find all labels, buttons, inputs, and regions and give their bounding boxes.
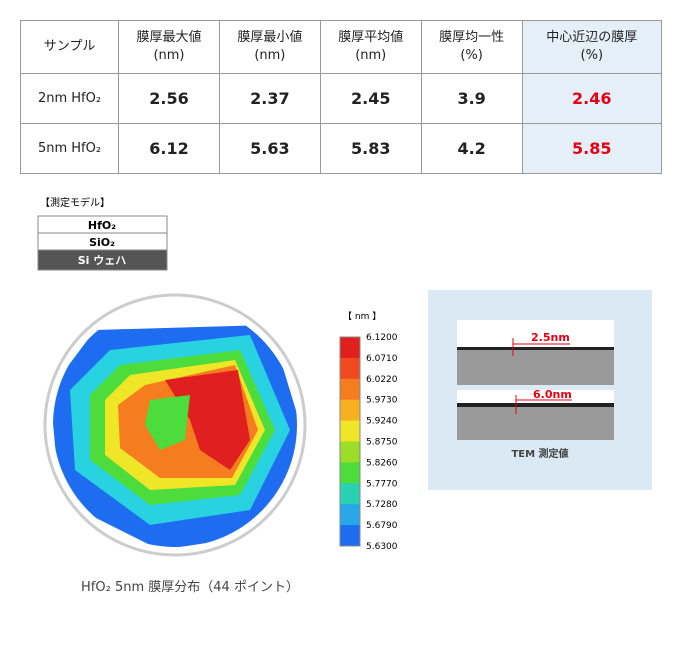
- table-cell: 2.45: [319, 73, 422, 124]
- scale-unit: 【 nm 】: [343, 311, 381, 322]
- table-cell: 2nm HfO₂: [19, 73, 120, 124]
- tem-caption: TEM 測定値: [511, 447, 568, 460]
- scale-swatch: [340, 462, 360, 484]
- table-cell: 膜厚最小値 (nm): [218, 20, 321, 74]
- table-cell: 2.37: [218, 73, 321, 124]
- table-cell: 膜厚最大値 (nm): [118, 20, 220, 74]
- scale-swatch: [340, 441, 360, 463]
- scale-label: 5.7280: [366, 500, 398, 510]
- table-cell: 5.83: [319, 123, 422, 174]
- scale-label: 6.0710: [366, 354, 398, 364]
- table-cell: 5nm HfO₂: [19, 123, 120, 174]
- scale-label: 5.6300: [366, 542, 398, 552]
- table-cell: 膜厚平均値 (nm): [319, 20, 422, 74]
- table-row: 2nm HfO₂ 2.56 2.37 2.45 3.9 2.46: [19, 73, 663, 124]
- model-title: 【測定モデル】: [40, 196, 110, 209]
- layer-label: HfO₂: [88, 219, 116, 232]
- scale-swatch: [340, 504, 360, 526]
- scale-swatch: [340, 357, 360, 380]
- scale-label: 5.7770: [366, 479, 398, 489]
- map-caption: HfO₂ 5nm 膜厚分布（44 ポイント）: [81, 580, 299, 595]
- scale-swatch: [340, 525, 360, 547]
- scale-label: 5.8260: [366, 458, 398, 468]
- tem-label: 6.0nm: [533, 388, 572, 401]
- table-cell: 2.46: [521, 73, 663, 124]
- layer: [37, 249, 168, 271]
- scale-swatch: [340, 337, 360, 359]
- scale-label: 5.6790: [366, 521, 398, 531]
- scale-swatch: [340, 483, 360, 505]
- table-cell: 5.63: [218, 123, 321, 174]
- result-table: サンプル 膜厚最大値 (nm) 膜厚最小値 (nm) 膜厚平均値 (nm) 膜厚均一性 …: [19, 20, 663, 174]
- table-cell: 3.9: [420, 73, 523, 124]
- table-row: 5nm HfO₂ 6.12 5.63 5.83 4.2 5.85: [19, 123, 663, 174]
- scale-label: 5.8750: [366, 438, 398, 448]
- table-cell: 2.56: [118, 73, 220, 124]
- table-cell: 5.85: [521, 123, 663, 174]
- scale-label: 6.0220: [366, 375, 398, 385]
- table-cell: 中心近辺の膜厚 (%): [521, 20, 663, 74]
- scale-label: 5.9730: [366, 396, 398, 406]
- scale-frame: [339, 336, 361, 547]
- layer-label: SiO₂: [89, 236, 115, 249]
- tem-label: 2.5nm: [531, 331, 570, 344]
- table-row: サンプル 膜厚最大値 (nm) 膜厚最小値 (nm) 膜厚平均値 (nm) 膜厚均一性 …: [19, 20, 663, 74]
- scale-label: 6.1200: [366, 333, 398, 343]
- scale-swatch: [340, 399, 360, 422]
- table-cell: 膜厚均一性 (%): [420, 20, 523, 74]
- layer-label: Si ウェハ: [78, 254, 127, 267]
- scale-label: 5.9240: [366, 417, 398, 427]
- table-cell: 4.2: [420, 123, 523, 174]
- scale-swatch: [340, 378, 360, 401]
- scale-swatch: [340, 420, 360, 442]
- table-cell: 6.12: [118, 123, 220, 174]
- table-cell: サンプル: [19, 20, 120, 74]
- thickness-map: [53, 325, 297, 547]
